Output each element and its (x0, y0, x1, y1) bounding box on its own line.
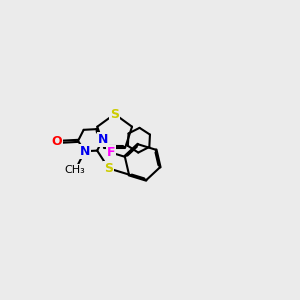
Text: S: S (110, 108, 119, 121)
Text: N: N (80, 145, 90, 158)
Text: CH₃: CH₃ (65, 165, 85, 175)
Text: F: F (106, 146, 115, 159)
Text: S: S (104, 162, 113, 175)
Text: O: O (52, 136, 62, 148)
Text: N: N (98, 133, 108, 146)
